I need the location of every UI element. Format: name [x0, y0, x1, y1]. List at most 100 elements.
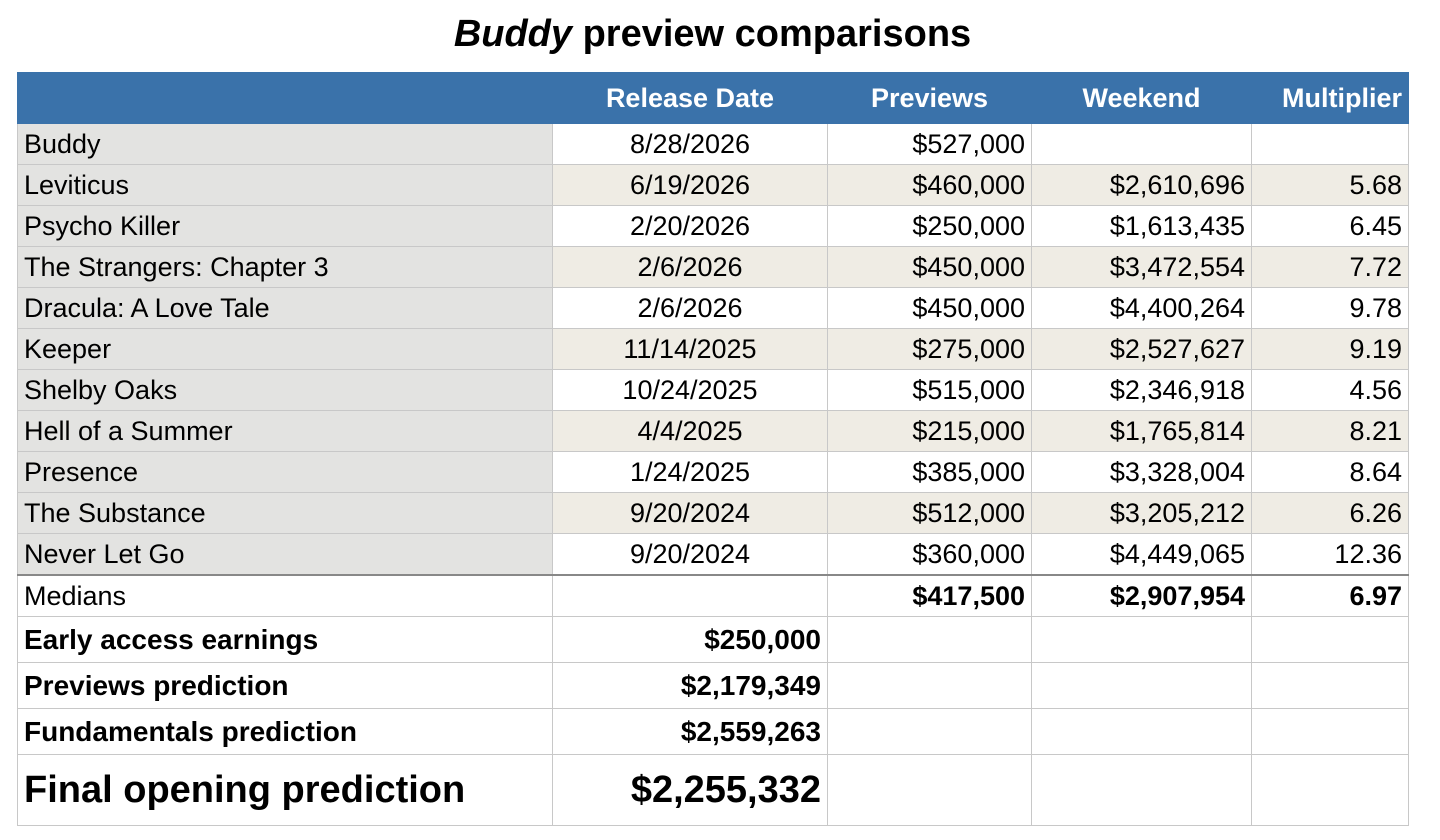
weekend-cell: $2,527,627 — [1031, 328, 1252, 370]
multiplier-cell: 8.64 — [1251, 451, 1409, 493]
release-date-cell: 2/20/2026 — [552, 205, 828, 247]
medians-label: Medians — [17, 574, 553, 617]
weekend-cell: $3,328,004 — [1031, 451, 1252, 493]
release-date-cell: 2/6/2026 — [552, 246, 828, 288]
multiplier-cell: 7.72 — [1251, 246, 1409, 288]
final-prediction-row: Final opening prediction $2,255,332 — [17, 754, 1409, 826]
previews-cell: $250,000 — [827, 205, 1032, 247]
medians-previews: $417,500 — [827, 574, 1032, 617]
empty-cell — [1251, 708, 1409, 755]
table-row: Never Let Go 9/20/2024 $360,000 $4,449,0… — [17, 533, 1409, 576]
film-name-cell: The Strangers: Chapter 3 — [17, 246, 553, 288]
header-row: Release Date Previews Weekend Multiplier — [17, 72, 1409, 124]
film-name-cell: Shelby Oaks — [17, 369, 553, 411]
multiplier-cell — [1251, 123, 1409, 165]
weekend-cell: $1,613,435 — [1031, 205, 1252, 247]
film-name-cell: Dracula: A Love Tale — [17, 287, 553, 329]
summary-label: Fundamentals prediction — [17, 708, 553, 755]
weekend-cell: $3,205,212 — [1031, 492, 1252, 534]
summary-row-previews-prediction: Previews prediction $2,179,349 — [17, 662, 1409, 709]
film-name-cell: Keeper — [17, 328, 553, 370]
multiplier-cell: 9.78 — [1251, 287, 1409, 329]
summary-label: Previews prediction — [17, 662, 553, 709]
weekend-cell: $1,765,814 — [1031, 410, 1252, 452]
summary-row-early-access: Early access earnings $250,000 — [17, 616, 1409, 663]
film-name-cell: Hell of a Summer — [17, 410, 553, 452]
empty-cell — [1251, 662, 1409, 709]
table-row: Presence 1/24/2025 $385,000 $3,328,004 8… — [17, 451, 1409, 493]
release-date-cell: 6/19/2026 — [552, 164, 828, 206]
table-row: The Strangers: Chapter 3 2/6/2026 $450,0… — [17, 246, 1409, 288]
comparison-table: Release Date Previews Weekend Multiplier… — [17, 72, 1409, 826]
table-row: Buddy 8/28/2026 $527,000 — [17, 123, 1409, 165]
empty-cell — [1031, 754, 1252, 826]
previews-cell: $450,000 — [827, 287, 1032, 329]
previews-cell: $360,000 — [827, 533, 1032, 576]
header-cell-previews: Previews — [827, 72, 1032, 124]
empty-cell — [1031, 708, 1252, 755]
previews-cell: $275,000 — [827, 328, 1032, 370]
empty-cell — [1251, 616, 1409, 663]
release-date-cell: 10/24/2025 — [552, 369, 828, 411]
film-name-cell: The Substance — [17, 492, 553, 534]
title-film-name: Buddy — [453, 13, 573, 55]
header-cell-multiplier: Multiplier — [1251, 72, 1409, 124]
previews-cell: $460,000 — [827, 164, 1032, 206]
release-date-cell: 9/20/2024 — [552, 492, 828, 534]
final-prediction-value: $2,255,332 — [552, 754, 828, 826]
summary-label: Early access earnings — [17, 616, 553, 663]
weekend-cell: $2,610,696 — [1031, 164, 1252, 206]
empty-cell — [827, 754, 1032, 826]
weekend-cell: $2,346,918 — [1031, 369, 1252, 411]
previews-cell: $527,000 — [827, 123, 1032, 165]
release-date-cell: 1/24/2025 — [552, 451, 828, 493]
table-row: Psycho Killer 2/20/2026 $250,000 $1,613,… — [17, 205, 1409, 247]
empty-cell — [827, 708, 1032, 755]
multiplier-cell: 6.26 — [1251, 492, 1409, 534]
empty-cell — [1251, 754, 1409, 826]
film-name-cell: Psycho Killer — [17, 205, 553, 247]
header-cell-release-date: Release Date — [552, 72, 828, 124]
table-row: The Substance 9/20/2024 $512,000 $3,205,… — [17, 492, 1409, 534]
table-row: Shelby Oaks 10/24/2025 $515,000 $2,346,9… — [17, 369, 1409, 411]
medians-row: Medians $417,500 $2,907,954 6.97 — [17, 574, 1409, 617]
empty-cell — [827, 662, 1032, 709]
summary-value: $250,000 — [552, 616, 828, 663]
table-row: Keeper 11/14/2025 $275,000 $2,527,627 9.… — [17, 328, 1409, 370]
previews-cell: $515,000 — [827, 369, 1032, 411]
summary-value: $2,559,263 — [552, 708, 828, 755]
previews-cell: $215,000 — [827, 410, 1032, 452]
table-row: Dracula: A Love Tale 2/6/2026 $450,000 $… — [17, 287, 1409, 329]
previews-cell: $385,000 — [827, 451, 1032, 493]
empty-cell — [1031, 662, 1252, 709]
multiplier-cell: 8.21 — [1251, 410, 1409, 452]
film-name-cell: Buddy — [17, 123, 553, 165]
title-rest: preview comparisons — [572, 13, 972, 55]
weekend-cell: $3,472,554 — [1031, 246, 1252, 288]
header-cell-name — [17, 72, 553, 124]
release-date-cell: 9/20/2024 — [552, 533, 828, 576]
summary-value: $2,179,349 — [552, 662, 828, 709]
medians-multiplier: 6.97 — [1251, 574, 1409, 617]
empty-cell — [1031, 616, 1252, 663]
multiplier-cell: 5.68 — [1251, 164, 1409, 206]
page-title: Buddy preview comparisons — [0, 10, 1425, 58]
multiplier-cell: 9.19 — [1251, 328, 1409, 370]
table-row: Hell of a Summer 4/4/2025 $215,000 $1,76… — [17, 410, 1409, 452]
film-name-cell: Presence — [17, 451, 553, 493]
header-cell-weekend: Weekend — [1031, 72, 1252, 124]
medians-weekend: $2,907,954 — [1031, 574, 1252, 617]
final-prediction-label: Final opening prediction — [17, 754, 553, 826]
previews-cell: $512,000 — [827, 492, 1032, 534]
release-date-cell: 8/28/2026 — [552, 123, 828, 165]
empty-cell — [827, 616, 1032, 663]
film-name-cell: Leviticus — [17, 164, 553, 206]
multiplier-cell: 12.36 — [1251, 533, 1409, 576]
summary-row-fundamentals-prediction: Fundamentals prediction $2,559,263 — [17, 708, 1409, 755]
film-name-cell: Never Let Go — [17, 533, 553, 576]
release-date-cell: 11/14/2025 — [552, 328, 828, 370]
weekend-cell: $4,400,264 — [1031, 287, 1252, 329]
release-date-cell: 4/4/2025 — [552, 410, 828, 452]
multiplier-cell: 4.56 — [1251, 369, 1409, 411]
medians-empty-cell — [552, 574, 828, 617]
